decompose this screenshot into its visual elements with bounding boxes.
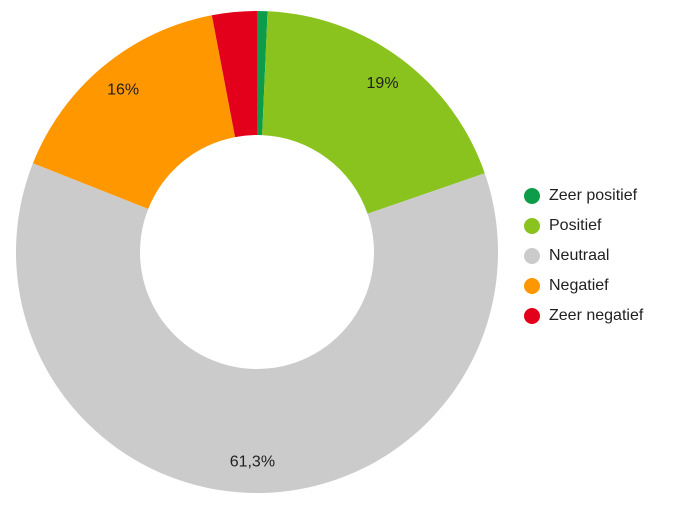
legend-swatch-positief-icon — [524, 218, 540, 234]
legend-item-zeer-positief: Zeer positief — [524, 181, 643, 211]
legend-label: Negatief — [549, 277, 609, 294]
slice-zeer-positief[interactable] — [257, 11, 268, 136]
slice-negatief[interactable] — [32, 15, 236, 209]
legend-swatch-zeer-negatief-icon — [524, 308, 540, 324]
legend-item-positief: Positief — [524, 211, 643, 241]
slice-value-label: 19% — [367, 75, 399, 92]
slice-value-label: 16% — [107, 82, 139, 99]
legend: Zeer positief Positief Neutraal Negatief… — [524, 181, 643, 331]
slice-value-label: 61,3% — [230, 453, 275, 470]
slice-positief[interactable] — [262, 11, 485, 214]
legend-label: Zeer negatief — [549, 307, 644, 324]
legend-label: Neutraal — [549, 247, 610, 264]
legend-swatch-neutraal-icon — [524, 248, 540, 264]
slice-zeer-negatief[interactable] — [211, 11, 257, 138]
legend-label: Zeer positief — [549, 187, 638, 204]
legend-label: Positief — [549, 217, 602, 234]
legend-item-negatief: Negatief — [524, 271, 643, 301]
legend-item-zeer-negatief: Zeer negatief — [524, 301, 643, 331]
slice-neutraal[interactable] — [15, 163, 499, 494]
legend-swatch-negatief-icon — [524, 278, 540, 294]
legend-item-neutraal: Neutraal — [524, 241, 643, 271]
legend-swatch-zeer-positief-icon — [524, 188, 540, 204]
